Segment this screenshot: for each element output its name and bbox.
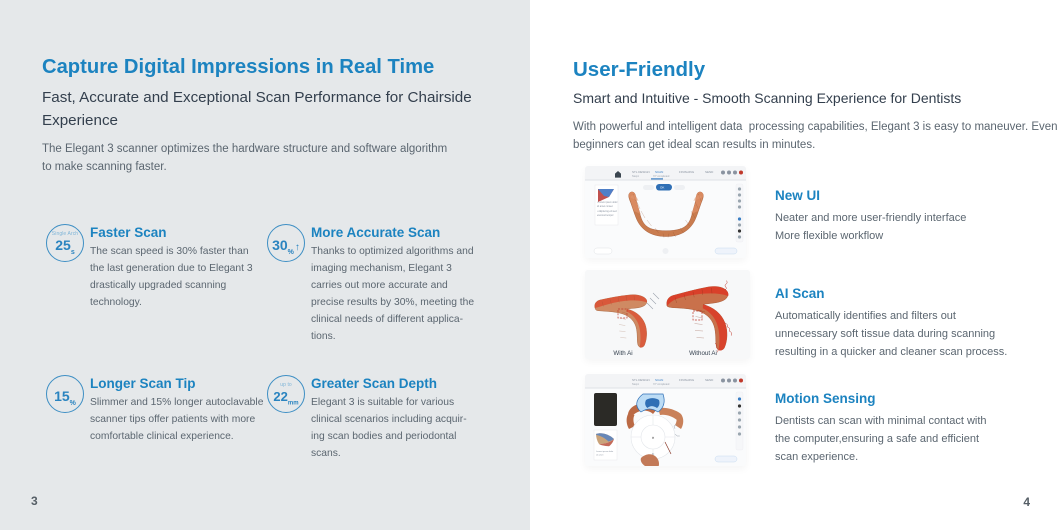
svg-text:7/7 completed: 7/7 completed	[653, 382, 670, 386]
svg-text:sit amet consec: sit amet consec	[597, 205, 614, 208]
svg-text:OK: OK	[660, 186, 664, 190]
svg-text:eiusmod tempor: eiusmod tempor	[597, 214, 614, 217]
svg-text:Step1: Step1	[632, 382, 639, 386]
svg-text:Lorem ipsum dolor: Lorem ipsum dolor	[596, 450, 614, 453]
svg-text:SCAN: SCAN	[655, 378, 663, 382]
svg-text:STL DESIGN: STL DESIGN	[632, 378, 650, 382]
svg-text:FINISHING: FINISHING	[679, 378, 695, 382]
svg-text:7/7 completed: 7/7 completed	[653, 174, 670, 178]
svg-text:Step1: Step1	[632, 174, 639, 178]
svg-text:With Ai: With Ai	[613, 350, 632, 357]
svg-text:• Lorem ipsum dolor: • Lorem ipsum dolor	[597, 201, 618, 204]
svg-text:Without Ai: Without Ai	[689, 350, 717, 357]
svg-text:SEND: SEND	[705, 378, 714, 382]
svg-text:sit amet: sit amet	[596, 454, 604, 457]
svg-text:STL DESIGN: STL DESIGN	[632, 170, 650, 174]
svg-text:• Adipiscing elit sed: • Adipiscing elit sed	[597, 210, 617, 213]
svg-text:SCAN: SCAN	[655, 170, 663, 174]
svg-text:✕: ✕	[652, 436, 655, 440]
svg-text:FINISHING: FINISHING	[679, 170, 695, 174]
svg-text:SEND: SEND	[705, 170, 714, 174]
